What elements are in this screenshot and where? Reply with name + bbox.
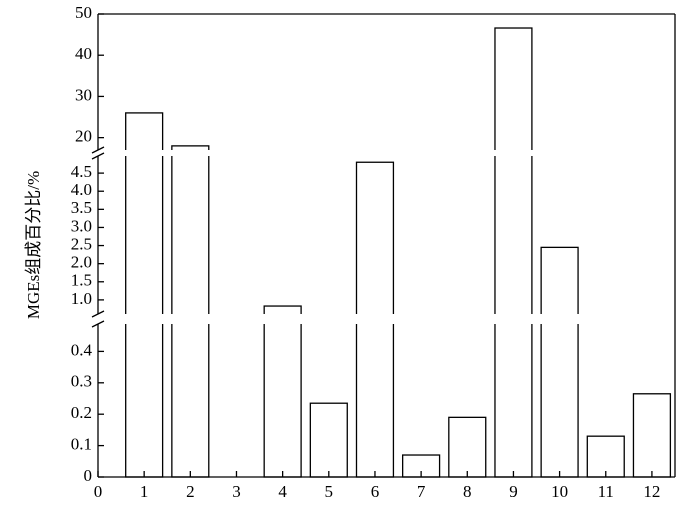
x-tick-label: 12 <box>643 482 660 501</box>
bar-break <box>492 150 534 156</box>
x-tick-label: 1 <box>140 482 149 501</box>
bar-break <box>169 314 211 324</box>
y-tick-label: 0.4 <box>71 340 93 359</box>
y-tick-label: 30 <box>75 85 92 104</box>
bar <box>632 393 672 478</box>
bar-break <box>262 314 304 324</box>
y-tick-label: 0.2 <box>71 403 92 422</box>
x-tick-label: 6 <box>371 482 380 501</box>
x-tick-label: 5 <box>325 482 334 501</box>
bar-break <box>123 150 165 156</box>
y-tick-label: 1.5 <box>71 271 92 290</box>
bar-break <box>169 150 211 156</box>
x-tick-label: 0 <box>94 482 103 501</box>
y-tick-label: 2.0 <box>71 253 92 272</box>
break-mark <box>91 146 105 154</box>
bar-break <box>123 314 165 324</box>
break-mark <box>91 152 105 160</box>
x-tick-label: 4 <box>278 482 287 501</box>
y-tick-label: 1.0 <box>71 289 92 308</box>
y-tick-label: 40 <box>75 44 92 63</box>
y-tick-label: 4.0 <box>71 180 92 199</box>
bar <box>125 112 164 478</box>
x-tick-label: 10 <box>551 482 568 501</box>
y-axis-label: MGEs组成百分比/% <box>24 171 43 319</box>
y-tick-label: 50 <box>75 3 92 22</box>
bar <box>494 27 533 478</box>
bar <box>263 305 302 478</box>
y-tick-label: 0 <box>84 466 93 485</box>
bar <box>448 416 487 478</box>
y-tick-label: 0.3 <box>71 372 92 391</box>
bar <box>586 435 625 478</box>
y-tick-label: 4.5 <box>71 162 92 181</box>
x-tick-label: 8 <box>463 482 472 501</box>
bar-break <box>354 314 396 324</box>
bar <box>540 246 579 478</box>
bar-break <box>492 314 534 324</box>
break-mark <box>91 310 105 318</box>
x-tick-label: 2 <box>186 482 195 501</box>
break-mark <box>91 320 105 328</box>
bar <box>171 145 210 478</box>
bar-break <box>539 314 581 324</box>
x-tick-label: 11 <box>598 482 614 501</box>
x-tick-label: 3 <box>232 482 241 501</box>
x-tick-label: 7 <box>417 482 426 501</box>
y-tick-label: 3.5 <box>71 198 92 217</box>
y-tick-label: 20 <box>75 127 92 146</box>
y-tick-label: 3.0 <box>71 216 92 235</box>
x-tick-label: 9 <box>509 482 518 501</box>
bar <box>309 402 348 478</box>
y-tick-label: 0.1 <box>71 435 92 454</box>
y-tick-label: 2.5 <box>71 234 92 253</box>
